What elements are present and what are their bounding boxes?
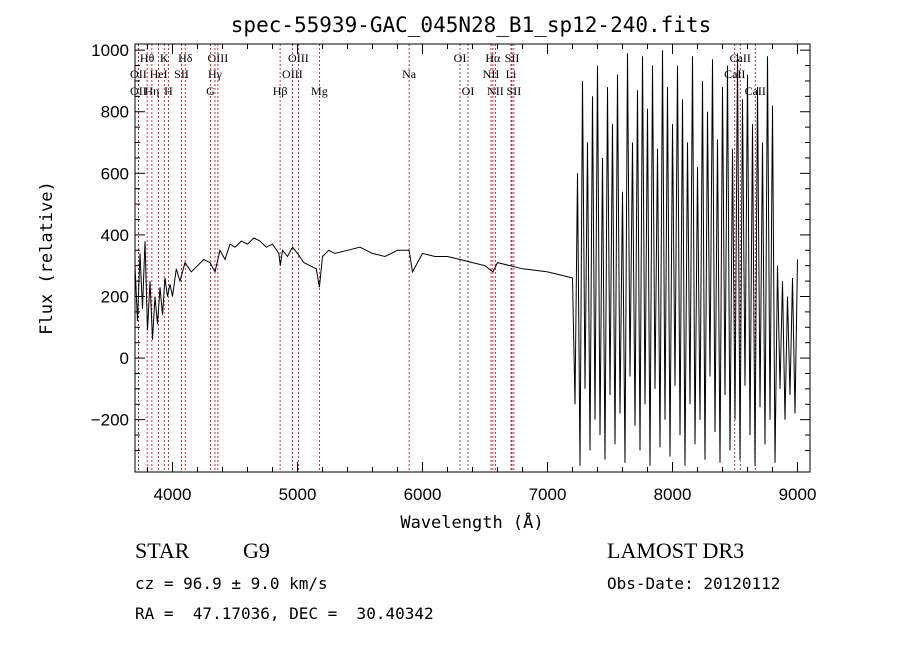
flux-line [135,50,798,466]
line-marker-label: CaII [730,51,751,65]
y-tick-label: 0 [120,349,129,368]
line-marker-label: SII [174,67,189,81]
coordinates: RA = 47.17036, DEC = 30.40342 [135,604,434,623]
line-marker-label: HeI [150,67,168,81]
line-marker-label: Na [402,67,417,81]
line-marker-label: NII [483,67,500,81]
x-tick-label: 9000 [779,485,817,504]
axes: 4000 5000 6000 7000 8000 9000 −200 0 200 400 600 80… [91,41,817,504]
line-marker-label: SII [507,84,522,98]
redshift-readout: cz = 96.9 ± 9.0 km/s [135,574,328,593]
obs-date: Obs-Date: 20120112 [607,574,781,593]
x-tick-label: 6000 [404,485,442,504]
y-tick-label: 1000 [91,41,129,60]
line-marker-label: OIII [208,51,229,65]
line-marker-label: NII [487,84,504,98]
chart-title: spec-55939-GAC_045N28_B1_sp12-240.fits [231,13,711,37]
flux-series [135,50,798,466]
line-marker-label: G [206,84,215,98]
line-marker-label: CaII [745,84,766,98]
x-tick-label: 7000 [529,485,567,504]
x-axis-label: Wavelength (Å) [400,511,543,533]
line-marker-label: Hθ [140,51,155,65]
line-marker-label: Hγ [208,67,223,81]
object-subclass: G9 [243,538,270,563]
x-tick-label: 8000 [654,485,692,504]
line-marker-label: H [164,84,173,98]
line-marker-label: Mg [311,84,328,98]
line-marker-label: CaII [724,67,745,81]
spectrum-chart: spec-55939-GAC_045N28_B1_sp12-240.fits H… [37,13,817,533]
y-tick-label: 600 [101,164,129,183]
line-marker-label: OIII [282,67,303,81]
x-tick-label: 4000 [154,485,192,504]
line-marker-label: Hβ [273,84,288,98]
y-tick-label: 800 [101,103,129,122]
object-class: STAR [135,538,190,563]
line-marker-label: Hα [485,51,501,65]
line-marker-label: OIII [288,51,309,65]
y-tick-label: −200 [91,411,129,430]
line-marker-label: OI [462,84,475,98]
line-marker-label: SII [505,51,520,65]
survey-name: LAMOST DR3 [607,538,745,563]
y-axis-label: Flux (relative) [37,181,57,335]
line-marker-label: K [160,51,169,65]
line-marker-label: Hη [144,84,159,98]
line-marker-label: OI [454,51,467,65]
line-marker-label: Li [506,67,517,81]
line-marker-label: OII [130,84,147,98]
line-marker-label: Hδ [178,51,193,65]
y-tick-label: 400 [101,226,129,245]
x-tick-label: 5000 [279,485,317,504]
y-tick-label: 200 [101,287,129,306]
